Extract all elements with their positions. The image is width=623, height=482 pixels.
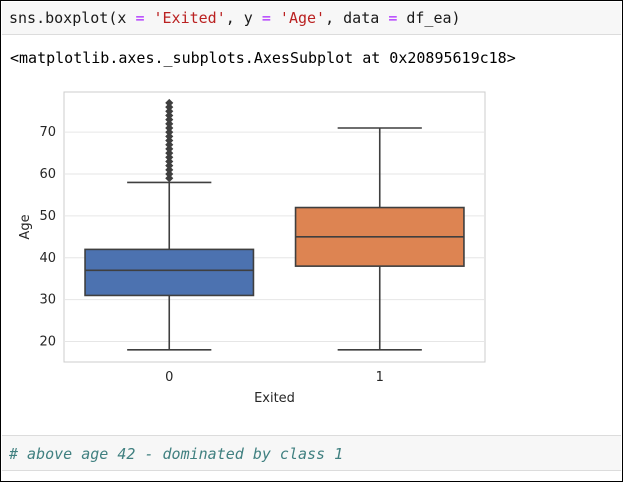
code-cell-input[interactable]: sns.boxplot(x = 'Exited', y = 'Age', dat… [2, 2, 621, 35]
outlier-point [165, 98, 174, 107]
y-tick-label: 70 [39, 125, 56, 140]
code-token-args-3: , data [325, 9, 389, 27]
markdown-cell-comment[interactable]: # above age 42 - dominated by class 1 [2, 435, 621, 471]
code-token-args-2: , y [225, 9, 262, 27]
y-tick-label: 40 [39, 251, 56, 266]
y-tick-label: 30 [39, 293, 56, 308]
y-tick-label: 20 [39, 334, 56, 349]
code-token-operator-3: = [388, 9, 398, 27]
y-axis-label: Age [18, 214, 33, 239]
code-token-operator-2: = [261, 9, 271, 27]
x-axis-label: Exited [254, 391, 295, 406]
box-iqr [84, 248, 255, 297]
cell-output-repr: <matplotlib.axes._subplots.AxesSubplot a… [10, 49, 516, 67]
code-token-args-1: (x [108, 9, 136, 27]
y-tick-label: 60 [39, 167, 56, 182]
code-token-operator-1: = [135, 9, 145, 27]
x-tick-label: 0 [165, 370, 173, 385]
code-token-args-4: df_ea) [397, 9, 461, 27]
code-token-string-age: 'Age' [270, 9, 326, 27]
y-tick-label: 50 [39, 209, 56, 224]
code-token-string-exited: 'Exited' [144, 9, 226, 27]
x-tick-label: 1 [376, 370, 384, 385]
boxplot-chart: 20 30 40 50 60 70 Age 0 1 Exited [18, 91, 486, 406]
code-token-function: sns.boxplot [9, 9, 109, 27]
